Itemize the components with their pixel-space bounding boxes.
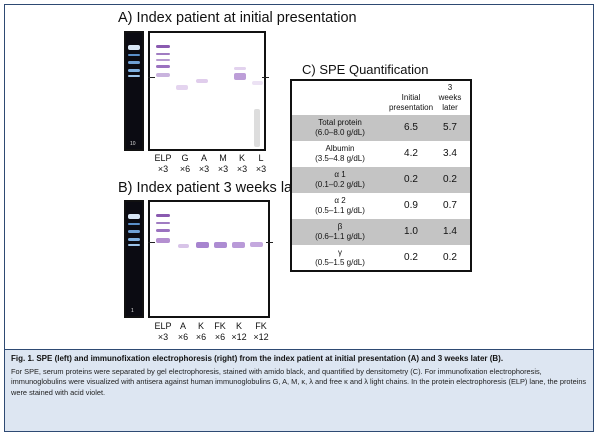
lane-label: K ×3 xyxy=(236,153,248,174)
later-value: 5.7 xyxy=(443,122,457,133)
later-value: 3.4 xyxy=(443,148,457,159)
lane-label: A ×6 xyxy=(177,321,189,342)
k-lane-band xyxy=(234,73,246,80)
table-row: α 1 (0.1–0.2 g/dL) 0.2 0.2 xyxy=(292,167,470,193)
later-value: 0.2 xyxy=(443,252,457,263)
l-lane-band xyxy=(252,81,263,85)
initial-value: 4.2 xyxy=(404,148,418,159)
spe-table: Initial presentation 3 weeks later Total pr… xyxy=(290,79,472,272)
lane-label: K ×12 xyxy=(231,321,247,342)
a-lane-band xyxy=(196,79,208,83)
strip-number: 10 xyxy=(130,141,136,147)
later-value: 0.2 xyxy=(443,174,457,185)
lane-label: FK ×12 xyxy=(253,321,269,342)
header-later: 3 weeks later xyxy=(438,83,462,112)
lane-label: L ×3 xyxy=(255,153,267,174)
elp-band xyxy=(156,214,170,217)
spe-alpha1-band xyxy=(128,223,140,225)
initial-value: 0.2 xyxy=(404,174,418,185)
table-row: β (0.6–1.1 g/dL) 1.0 1.4 xyxy=(292,219,470,245)
panel-a-title: A) Index patient at initial presentation xyxy=(118,10,357,26)
m-protein-marker xyxy=(148,242,155,243)
g-lane-band xyxy=(176,85,188,90)
elp-band xyxy=(156,59,170,61)
later-value: 1.4 xyxy=(443,226,457,237)
initial-value: 0.2 xyxy=(404,252,418,263)
lane-label: ELP ×3 xyxy=(154,153,172,174)
fk-lane-band xyxy=(214,242,227,248)
panel-b-spe-strip: 1 xyxy=(124,200,144,318)
elp-band xyxy=(156,222,170,224)
lane-label: A ×3 xyxy=(198,153,210,174)
spe-beta-band xyxy=(128,238,140,241)
row-label: γ (0.5–1.5 g/dL) xyxy=(315,248,365,267)
row-label: β (0.6–1.1 g/dL) xyxy=(315,222,365,241)
m-protein-marker xyxy=(266,242,273,243)
caption-title: Fig. 1. SPE (left) and immunofixation el… xyxy=(11,354,504,363)
elp-band xyxy=(156,238,170,243)
lane-label: ELP ×3 xyxy=(154,321,172,342)
later-value: 0.7 xyxy=(443,200,457,211)
lane-label: G ×6 xyxy=(179,153,191,174)
elp-band xyxy=(156,65,170,68)
lane-label: M ×3 xyxy=(217,153,229,174)
a-lane-band xyxy=(178,244,189,248)
initial-value: 1.0 xyxy=(404,226,418,237)
elp-band xyxy=(156,73,170,77)
table-row: γ (0.5–1.5 g/dL) 0.2 0.2 xyxy=(292,245,470,271)
header-initial: Initial presentation xyxy=(388,93,434,112)
spe-gamma-band xyxy=(128,244,140,246)
fk-lane-band xyxy=(250,242,263,247)
gel-scratch xyxy=(254,109,260,147)
spe-albumin-band xyxy=(128,214,140,219)
lane-label: K ×6 xyxy=(195,321,207,342)
initial-value: 6.5 xyxy=(404,122,418,133)
table-row: Total protein (6.0–8.0 g/dL) 6.5 5.7 xyxy=(292,115,470,141)
table-row: Albumin (3.5–4.8 g/dL) 4.2 3.4 xyxy=(292,141,470,167)
m-protein-marker xyxy=(262,77,269,78)
spe-alpha2-band xyxy=(128,230,140,233)
row-label: Total protein (6.0–8.0 g/dL) xyxy=(315,118,365,137)
m-protein-marker xyxy=(148,77,155,78)
initial-value: 0.9 xyxy=(404,200,418,211)
row-label: α 1 (0.1–0.2 g/dL) xyxy=(315,170,365,189)
panel-a-spe-strip: 10 xyxy=(124,31,144,151)
spe-albumin-band xyxy=(128,45,140,50)
strip-number: 1 xyxy=(131,308,134,314)
k-lane-band xyxy=(196,242,209,248)
row-label: Albumin (3.5–4.8 g/dL) xyxy=(315,144,365,163)
spe-beta-band xyxy=(128,69,140,72)
k-lane-band xyxy=(234,67,246,70)
k-lane-band xyxy=(232,242,245,248)
panel-a-ife-gel xyxy=(148,31,269,151)
row-label: α 2 (0.5–1.1 g/dL) xyxy=(315,196,365,215)
panel-b-title: B) Index patient 3 weeks later xyxy=(118,180,310,196)
figure-caption: Fig. 1. SPE (left) and immunofixation el… xyxy=(5,349,593,431)
spe-gamma-band xyxy=(128,75,140,77)
elp-band xyxy=(156,45,170,48)
caption-body: For SPE, serum proteins were separated b… xyxy=(11,367,587,397)
panel-c-title: C) SPE Quantification xyxy=(302,62,429,77)
elp-band xyxy=(156,53,170,55)
table-row: α 2 (0.5–1.1 g/dL) 0.9 0.7 xyxy=(292,193,470,219)
spe-alpha2-band xyxy=(128,61,140,64)
panel-b-ife-gel xyxy=(148,200,273,318)
elp-band xyxy=(156,229,170,232)
spe-alpha1-band xyxy=(128,54,140,56)
lane-label: FK ×6 xyxy=(214,321,226,342)
